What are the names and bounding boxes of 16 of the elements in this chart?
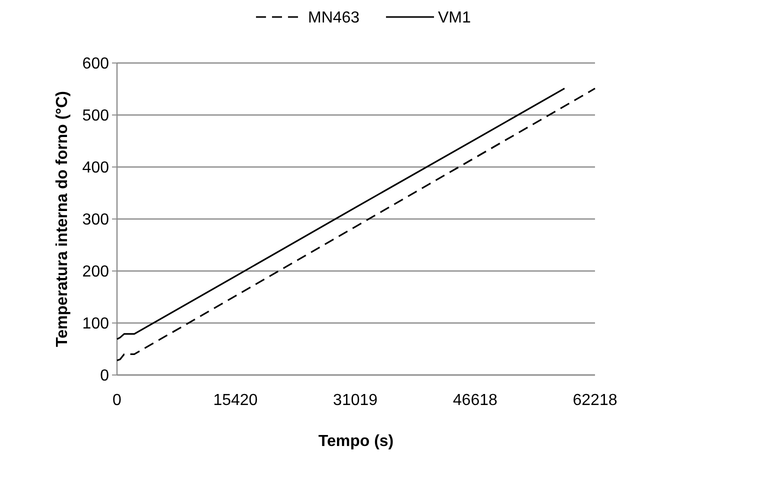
- y-tick-label: 200: [82, 264, 110, 281]
- legend-label: MN463: [308, 10, 360, 27]
- y-tick-label: 0: [100, 368, 110, 385]
- legend-label: VM1: [438, 10, 471, 27]
- y-axis-title: Temperatura interna do forno (°C): [54, 91, 71, 347]
- x-tick-label: 31019: [333, 392, 378, 409]
- x-tick-label: 46618: [452, 392, 498, 409]
- x-tick-label: 15420: [213, 392, 258, 409]
- y-tick-label: 300: [82, 212, 110, 229]
- y-tick-label: 100: [82, 316, 110, 333]
- y-tick-label: 400: [82, 160, 110, 177]
- x-tick-label: 0: [112, 392, 122, 409]
- x-axis-title: Tempo (s): [318, 433, 394, 450]
- y-tick-label: 500: [82, 108, 110, 125]
- y-tick-label: 600: [82, 56, 110, 73]
- x-tick-label: 62218: [572, 392, 618, 409]
